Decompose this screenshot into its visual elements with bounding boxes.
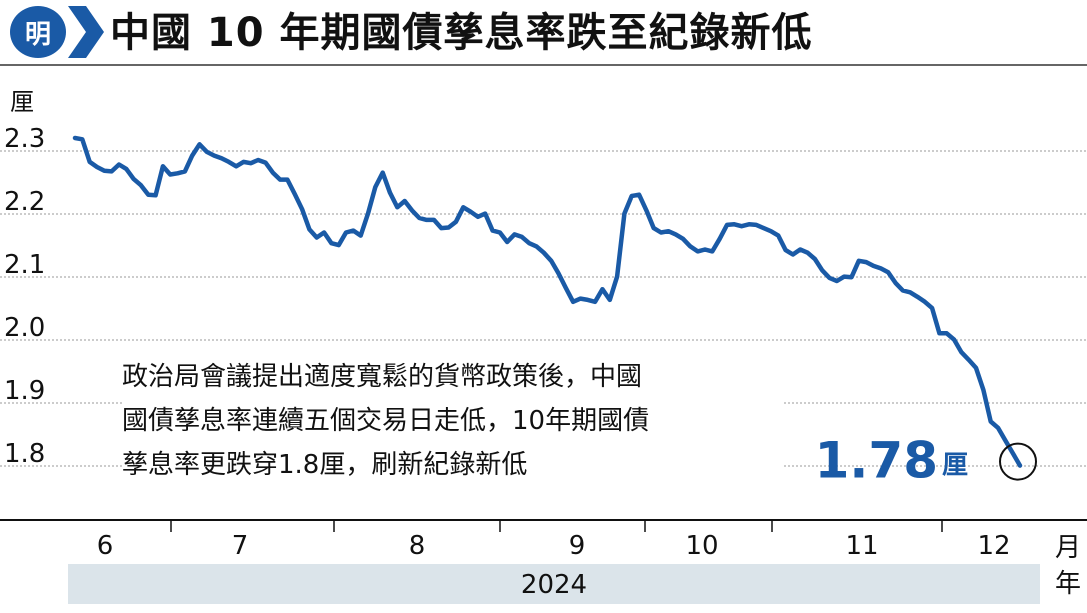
- newspaper-logo: 明: [10, 6, 66, 58]
- x-tick-label-month: 11: [845, 531, 878, 561]
- x-tick-label-month: 10: [685, 531, 718, 561]
- x-tick-label-month: 8: [409, 531, 426, 561]
- x-axis-unit-year: 年: [1055, 569, 1081, 599]
- x-tick-label-month: 6: [97, 531, 114, 561]
- x-tick-label-month: 9: [569, 531, 586, 561]
- y-axis-unit-label: 厘: [10, 88, 34, 116]
- y-tick-label: 2.3: [4, 124, 45, 154]
- logo-character: 明: [24, 19, 51, 50]
- x-axis-unit-month: 月: [1055, 533, 1081, 563]
- end-point-marker: [999, 442, 1037, 481]
- x-axis: 6 7 8 9 10 11 12: [0, 519, 1087, 561]
- y-tick-label: 2.1: [4, 250, 45, 280]
- title-divider: [0, 64, 1087, 66]
- logo-stripe-icon: [68, 6, 104, 58]
- y-tick-label: 1.9: [4, 376, 45, 406]
- series-line-10y-yield: [72, 135, 1023, 468]
- annotation-note: 政治局會議提出適度寬鬆的貨幣政策後，中國 國債孳息率連續五個交易日走低，10年期…: [122, 355, 782, 487]
- page-title: 中國 10 年期國債孳息率跌至紀錄新低: [110, 10, 813, 56]
- year-band: [68, 564, 1040, 604]
- y-tick-label: 1.8: [4, 439, 45, 469]
- y-tick-label: 2.2: [4, 187, 45, 217]
- year-label: 2024: [521, 570, 587, 600]
- annotation-line-2: 國債孳息率連續五個交易日走低，10年期國債: [122, 406, 650, 436]
- y-tick-labels: 2.3 2.2 2.1 2.0 1.9 1.8: [4, 124, 45, 469]
- annotation-line-1: 政治局會議提出適度寬鬆的貨幣政策後，中國: [122, 362, 643, 392]
- y-tick-label: 2.0: [4, 313, 45, 343]
- annotation-line-3: 孳息率更跌穿1.8厘，刷新紀錄新低: [122, 450, 528, 480]
- x-tick-label-month: 12: [977, 531, 1010, 561]
- end-value-unit: 厘: [942, 451, 968, 481]
- x-tick-label-month: 7: [232, 531, 249, 561]
- end-value-label: 1.78: [815, 432, 938, 490]
